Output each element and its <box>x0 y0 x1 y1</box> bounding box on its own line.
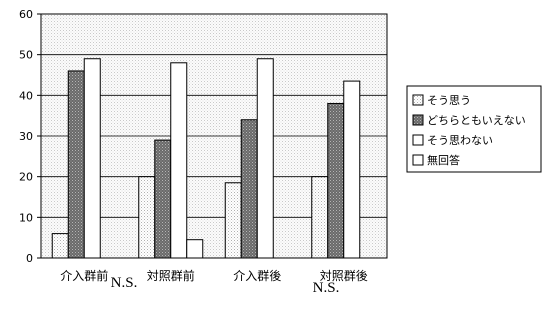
bar-3-3 <box>256 58 274 259</box>
legend-swatch <box>412 114 424 126</box>
y-tick-label: 50 <box>19 49 33 62</box>
bar-3-4 <box>343 80 361 259</box>
y-tick-label: 20 <box>19 171 33 184</box>
x-category-label: 対照群前 <box>147 268 195 283</box>
bars <box>51 58 361 259</box>
x-category-label: 対照群後 <box>320 269 368 283</box>
legend-swatch <box>412 94 424 106</box>
legend-box <box>406 85 542 173</box>
bar-3-2 <box>170 62 188 259</box>
bar-1-3 <box>224 182 242 259</box>
bar-1-4 <box>311 176 329 259</box>
bar-1-2 <box>138 176 156 259</box>
y-axis-ticks: 0 10 20 30 40 50 60 <box>19 8 41 265</box>
annotation-ns-1: N.S. <box>111 275 138 291</box>
legend-swatch <box>412 134 424 146</box>
bar-3-1 <box>83 58 101 259</box>
x-category-label: 介入群後 <box>233 269 281 283</box>
legend-swatch <box>412 154 424 166</box>
legend-label: 無回答 <box>427 153 460 167</box>
legend-label: どちらともいえない <box>427 114 526 127</box>
y-tick-label: 60 <box>19 8 33 21</box>
legend-label: そう思う <box>427 94 471 107</box>
bar-4-2 <box>186 239 204 259</box>
bar-1-1 <box>51 233 69 259</box>
x-category-label: 介入群前 <box>60 268 108 283</box>
x-axis-categories: 介入群前 対照群前 介入群後 対照群後 <box>60 268 368 283</box>
y-tick-label: 10 <box>19 211 33 224</box>
bar-2-1 <box>67 70 85 259</box>
annotation-ns-2: N.S. <box>313 280 340 296</box>
bar-2-3 <box>240 119 258 259</box>
bar-2-2 <box>154 139 172 259</box>
y-tick-label: 30 <box>19 130 33 143</box>
bar-2-4 <box>327 102 345 259</box>
y-tick-label: 0 <box>26 252 33 265</box>
y-tick-label: 40 <box>19 89 33 102</box>
legend-label: そう思わない <box>427 134 493 147</box>
